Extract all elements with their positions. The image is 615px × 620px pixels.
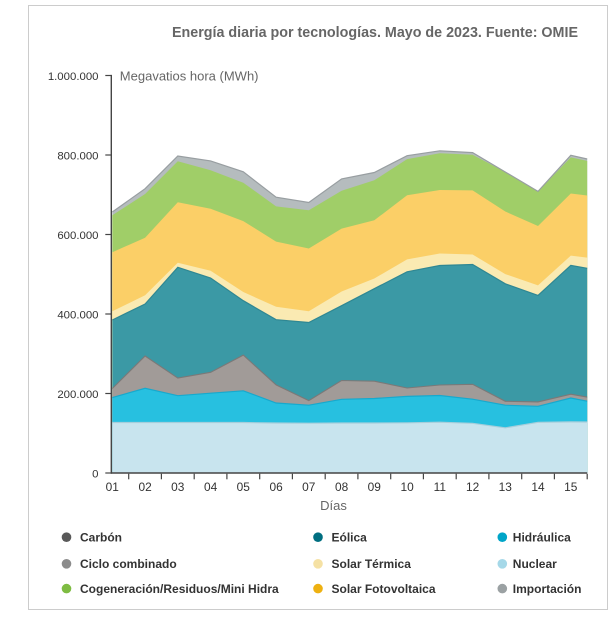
- svg-text:Megavatios hora (MWh): Megavatios hora (MWh): [120, 68, 259, 83]
- svg-text:05: 05: [237, 480, 251, 494]
- svg-text:14: 14: [531, 480, 545, 494]
- svg-text:0: 0: [92, 469, 98, 481]
- svg-text:Días: Días: [320, 498, 347, 513]
- svg-text:800.000: 800.000: [57, 151, 98, 163]
- svg-text:Nuclear: Nuclear: [513, 557, 557, 571]
- svg-text:11: 11: [434, 480, 447, 494]
- svg-text:Eólica: Eólica: [332, 531, 368, 545]
- svg-text:01: 01: [106, 480, 120, 494]
- svg-text:Solar Térmica: Solar Térmica: [332, 557, 412, 571]
- svg-text:Hidráulica: Hidráulica: [513, 531, 571, 545]
- svg-text:Carbón: Carbón: [80, 531, 122, 545]
- svg-text:12: 12: [466, 480, 480, 494]
- svg-text:200.000: 200.000: [57, 389, 98, 401]
- svg-text:08: 08: [335, 480, 349, 494]
- svg-text:15: 15: [564, 480, 578, 494]
- svg-text:04: 04: [204, 480, 218, 494]
- svg-text:400.000: 400.000: [57, 310, 98, 322]
- svg-text:07: 07: [302, 480, 316, 494]
- svg-text:Importación: Importación: [513, 582, 582, 596]
- svg-text:Solar Fotovoltaica: Solar Fotovoltaica: [332, 582, 436, 596]
- svg-text:Ciclo combinado: Ciclo combinado: [80, 557, 177, 571]
- svg-text:06: 06: [269, 480, 283, 494]
- svg-text:600.000: 600.000: [57, 230, 98, 242]
- svg-text:09: 09: [368, 480, 382, 494]
- svg-text:10: 10: [400, 480, 414, 494]
- svg-text:02: 02: [138, 480, 152, 494]
- svg-text:Energía diaria por tecnologías: Energía diaria por tecnologías. Mayo de …: [172, 25, 578, 41]
- svg-text:1.000.000: 1.000.000: [48, 71, 99, 83]
- svg-text:03: 03: [171, 480, 185, 494]
- svg-text:13: 13: [499, 480, 513, 494]
- svg-text:Cogeneración/Residuos/Mini Hid: Cogeneración/Residuos/Mini Hidra: [80, 582, 279, 596]
